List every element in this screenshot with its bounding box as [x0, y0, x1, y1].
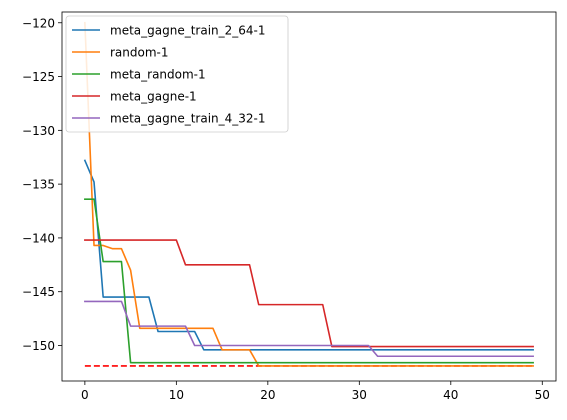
x-tick-label-2: 20 — [260, 388, 275, 402]
legend-label-4: meta_gagne_train_4_32-1 — [110, 112, 266, 126]
y-tick-label-2: −130 — [22, 124, 55, 138]
axes-frame — [61, 11, 557, 382]
plot-area — [83, 21, 534, 367]
series-lines — [83, 21, 534, 367]
series-line-3 — [84, 239, 534, 348]
series-line-2 — [84, 198, 534, 364]
series-line-4 — [84, 300, 534, 358]
y-tick-label-3: −135 — [22, 178, 55, 192]
legend-label-3: meta_gagne-1 — [110, 90, 197, 104]
y-tick-label-4: −140 — [22, 231, 55, 245]
y-tick-label-6: −150 — [22, 339, 55, 353]
axes: 0 10 20 30 40 50 −120 −125 −130 −135 −140 −145 −150 — [22, 11, 557, 402]
legend-label-2: meta_random-1 — [110, 68, 206, 82]
x-tick-label-1: 10 — [169, 388, 184, 402]
y-tick-label-0: −120 — [22, 16, 55, 30]
series-line-1 — [84, 21, 534, 367]
series-line-0 — [83, 159, 534, 351]
legend-box — [65, 15, 289, 133]
y-tick-label-1: −125 — [22, 70, 55, 84]
legend: meta_gagne_train_2_64-1 random-1 meta_rand… — [65, 15, 289, 133]
x-tick-label-3: 30 — [352, 388, 367, 402]
y-tick-label-5: −145 — [22, 285, 55, 299]
x-tick-label-5: 50 — [535, 388, 550, 402]
legend-label-1: random-1 — [110, 46, 169, 60]
x-tick-label-4: 40 — [443, 388, 458, 402]
legend-label-0: meta_gagne_train_2_64-1 — [110, 24, 266, 38]
x-tick-label-0: 0 — [81, 388, 89, 402]
